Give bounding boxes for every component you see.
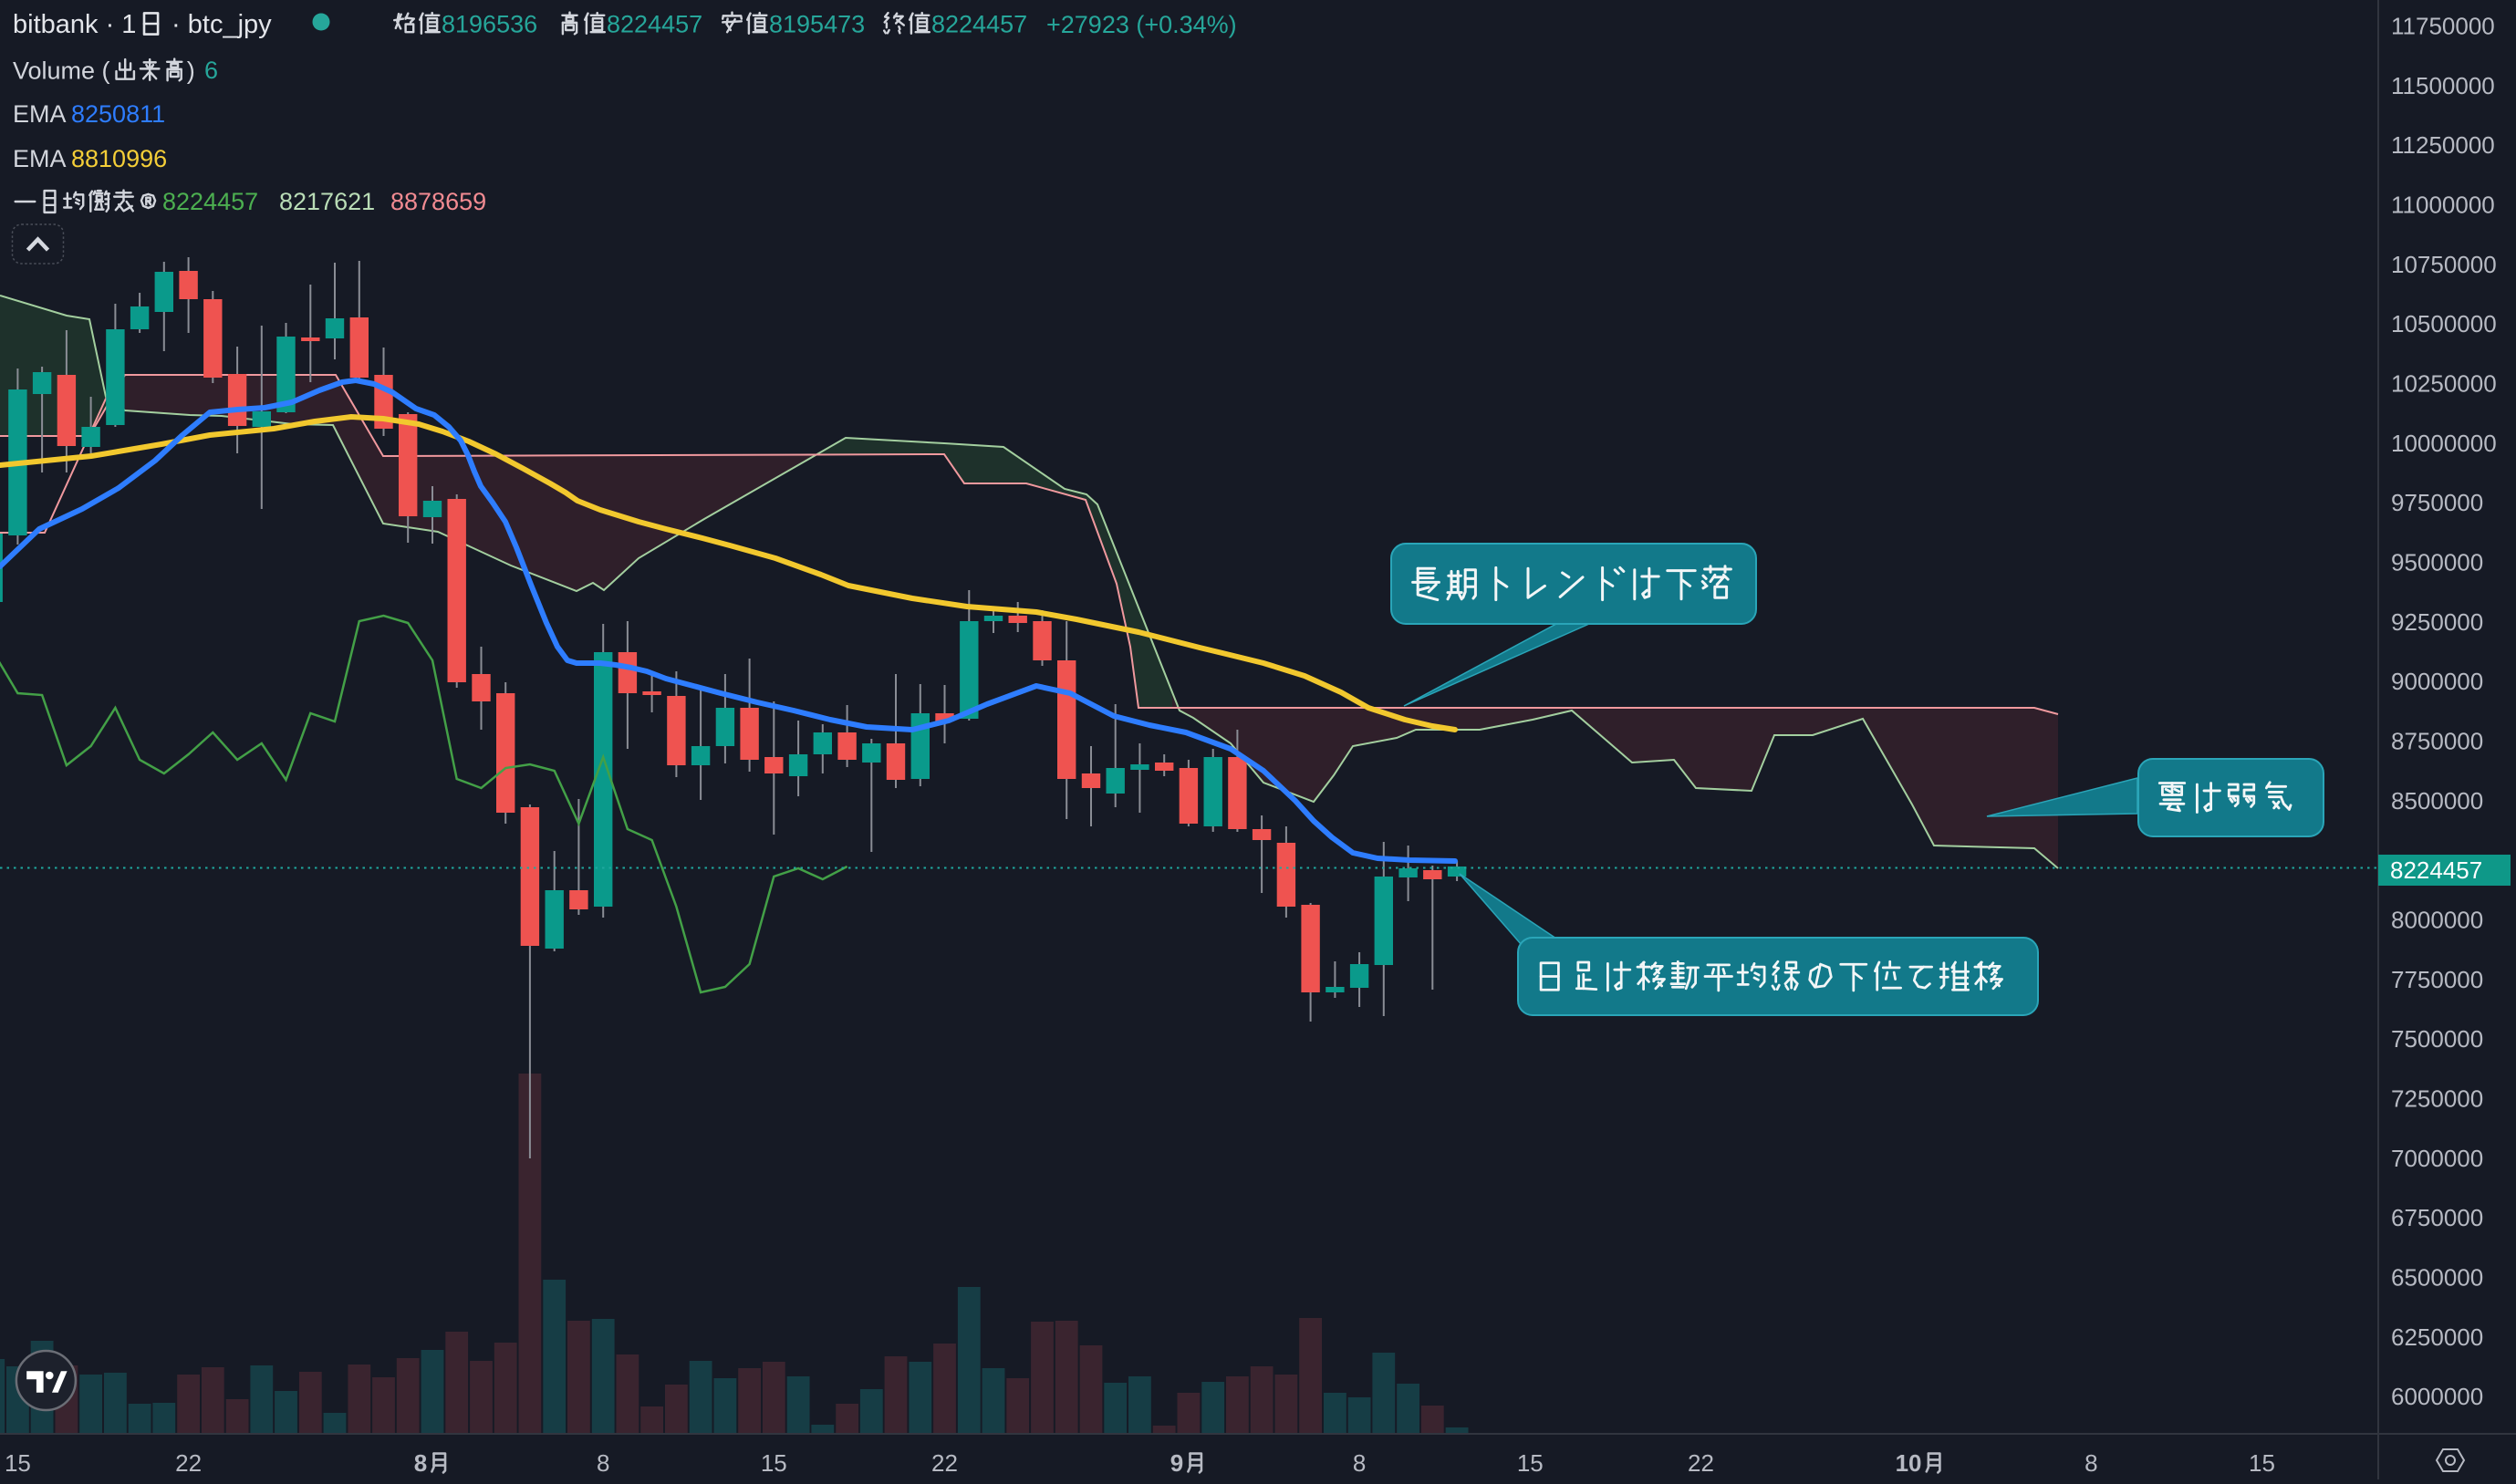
svg-text:22: 22 xyxy=(1688,1449,1714,1477)
svg-text:10000000: 10000000 xyxy=(2391,430,2497,457)
svg-text:6250000: 6250000 xyxy=(2391,1323,2483,1351)
svg-text:8217621: 8217621 xyxy=(279,188,375,215)
svg-text:8224457: 8224457 xyxy=(607,11,702,38)
svg-text:10500000: 10500000 xyxy=(2391,310,2497,337)
svg-text:6500000: 6500000 xyxy=(2391,1263,2483,1291)
svg-text:9: 9 xyxy=(1170,1449,1183,1477)
svg-text:8878659: 8878659 xyxy=(390,188,486,215)
svg-text:11500000: 11500000 xyxy=(2391,72,2495,99)
svg-text:8195473: 8195473 xyxy=(769,11,865,38)
svg-text:8224457: 8224457 xyxy=(931,11,1027,38)
svg-text:11000000: 11000000 xyxy=(2391,192,2495,219)
svg-text:8: 8 xyxy=(414,1449,427,1477)
svg-text:15: 15 xyxy=(761,1449,787,1477)
svg-text:8: 8 xyxy=(2085,1449,2097,1477)
svg-text:8: 8 xyxy=(1353,1449,1366,1477)
svg-text:15: 15 xyxy=(1517,1449,1544,1477)
svg-text:8250811: 8250811 xyxy=(71,100,165,128)
svg-text:9000000: 9000000 xyxy=(2391,668,2483,695)
svg-text:10250000: 10250000 xyxy=(2391,370,2497,398)
svg-text:10750000: 10750000 xyxy=(2391,251,2497,278)
svg-text:8500000: 8500000 xyxy=(2391,787,2483,815)
svg-text:8224457: 8224457 xyxy=(162,188,258,215)
svg-text:8000000: 8000000 xyxy=(2391,907,2483,934)
svg-text:Volume (: Volume ( xyxy=(13,57,110,85)
svg-text:9750000: 9750000 xyxy=(2391,489,2483,516)
svg-text:8810996: 8810996 xyxy=(71,145,167,172)
svg-text:8196536: 8196536 xyxy=(442,11,537,38)
svg-text:10: 10 xyxy=(1896,1449,1922,1477)
svg-text:15: 15 xyxy=(2249,1449,2275,1477)
svg-text:· btc_jpy: · btc_jpy xyxy=(164,10,272,39)
svg-text:7000000: 7000000 xyxy=(2391,1145,2483,1172)
svg-text:): ) xyxy=(187,57,195,85)
svg-text:8224457: 8224457 xyxy=(2390,856,2482,884)
svg-text:7250000: 7250000 xyxy=(2391,1084,2483,1112)
svg-text:22: 22 xyxy=(175,1449,202,1477)
svg-text:22: 22 xyxy=(931,1449,958,1477)
svg-text:11250000: 11250000 xyxy=(2391,131,2495,159)
svg-text:6750000: 6750000 xyxy=(2391,1204,2483,1231)
svg-text:bitbank · 1: bitbank · 1 xyxy=(13,10,136,39)
svg-text:6000000: 6000000 xyxy=(2391,1383,2483,1410)
svg-text:+27923 (+0.34%): +27923 (+0.34%) xyxy=(1046,11,1237,38)
svg-text:EMA: EMA xyxy=(13,145,67,172)
svg-text:7500000: 7500000 xyxy=(2391,1025,2483,1053)
svg-text:8750000: 8750000 xyxy=(2391,728,2483,755)
svg-text:6: 6 xyxy=(204,57,218,84)
svg-text:11750000: 11750000 xyxy=(2391,13,2495,40)
svg-text:9500000: 9500000 xyxy=(2391,549,2483,576)
svg-text:15: 15 xyxy=(5,1449,31,1477)
svg-text:9250000: 9250000 xyxy=(2391,608,2483,636)
svg-text:EMA: EMA xyxy=(13,100,67,128)
svg-text:7750000: 7750000 xyxy=(2391,966,2483,993)
svg-text:8: 8 xyxy=(597,1449,609,1477)
